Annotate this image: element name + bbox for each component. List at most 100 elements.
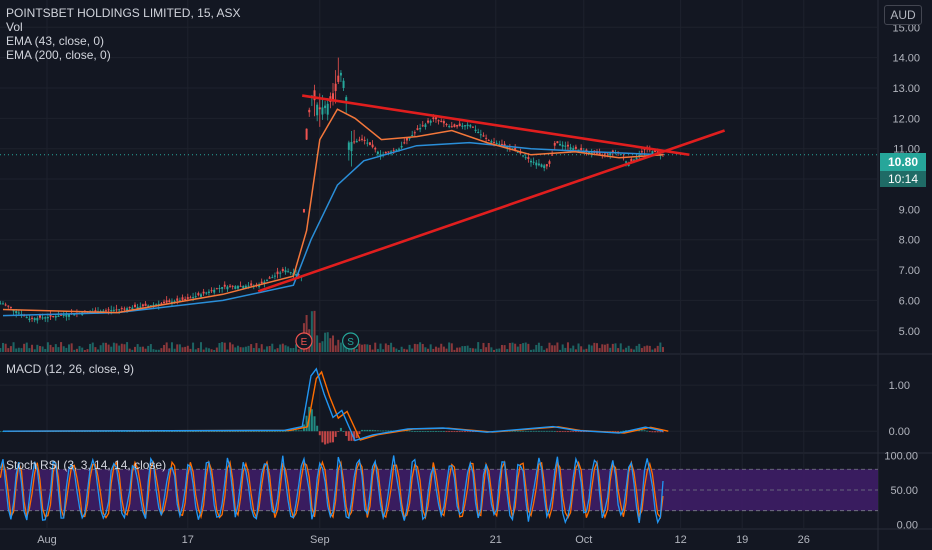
macd-histogram-bar	[205, 431, 208, 433]
volume-bar	[339, 342, 342, 352]
volume-bar	[276, 348, 279, 352]
candle-body	[551, 154, 554, 156]
volume-bar	[569, 348, 572, 352]
macd-histogram-bar	[434, 431, 437, 432]
volume-bar	[590, 345, 593, 352]
macd-histogram-bar	[577, 431, 580, 433]
macd-histogram-bar	[643, 430, 646, 432]
candle-body	[361, 138, 364, 140]
candle-body	[559, 144, 562, 146]
candle-body	[207, 291, 210, 294]
macd-histogram-bar	[181, 431, 184, 433]
currency-button[interactable]: AUD	[884, 5, 922, 25]
volume-bar	[184, 346, 187, 352]
macd-histogram-bar	[551, 430, 554, 432]
candle-body	[186, 297, 189, 299]
volume-bar	[582, 349, 585, 352]
stoch-tick-label: 0.00	[897, 520, 918, 532]
volume-bar	[9, 346, 12, 352]
candle-body	[136, 306, 139, 309]
volume-bar	[580, 346, 583, 352]
vol-legend[interactable]: Vol	[6, 20, 23, 34]
macd-histogram-bar	[305, 415, 308, 432]
macd-histogram-bar	[522, 430, 525, 432]
volume-bar	[215, 347, 218, 352]
macd-histogram-bar	[421, 431, 424, 432]
candle-body	[324, 105, 327, 109]
volume-bar	[295, 344, 298, 352]
volume-bar	[36, 344, 39, 352]
price-axis: Aug 17 Sep 21 Oct 12 19 26 5.00 6.00 7.00 8.00 9.00 1…	[37, 22, 920, 546]
time-tick-label: Oct	[575, 534, 592, 546]
macd-histogram-bar	[532, 430, 535, 432]
stoch-tick-label: 100.00	[884, 450, 918, 462]
ema-fast-legend[interactable]: EMA (43, close, 0)	[6, 34, 105, 48]
volume-bar	[86, 349, 89, 352]
macd-histogram-bar	[625, 430, 628, 432]
volume-bar	[194, 349, 197, 352]
macd-histogram-bar	[318, 431, 321, 436]
stoch-legend[interactable]: Stoch RSI (3, 3, 14, 14, close)	[6, 458, 167, 472]
volume-bar	[268, 346, 271, 352]
symbol-title[interactable]: POINTSBET HOLDINGS LIMITED, 15, ASX	[6, 6, 241, 20]
marker-circle	[342, 332, 360, 350]
volume-bar	[23, 343, 26, 352]
macd-histogram-bar	[218, 431, 221, 433]
volume-bar	[141, 346, 144, 352]
volume-bar	[139, 346, 142, 352]
volume-bar	[78, 346, 81, 352]
candle-body	[556, 141, 559, 144]
stoch-k-line	[0, 455, 664, 525]
candle-body	[371, 144, 374, 148]
candle-body	[273, 275, 276, 277]
macd-histogram-bar	[368, 429, 371, 432]
macd-histogram-bar	[619, 431, 622, 432]
macd-histogram-bar	[295, 430, 298, 432]
candle-body	[36, 317, 39, 321]
volume-bar	[413, 343, 416, 352]
candle-body	[419, 128, 422, 130]
macd-histogram-bar	[519, 430, 522, 432]
macd-histogram-bar	[424, 431, 427, 432]
trendlines[interactable]	[257, 94, 726, 293]
volume-bar	[46, 342, 49, 352]
volume-bar	[252, 347, 255, 352]
volume-bar	[519, 343, 522, 352]
volume-bar	[640, 348, 643, 352]
candle-body	[218, 287, 221, 289]
candle-body	[242, 285, 245, 289]
macd-histogram-bar	[234, 431, 237, 433]
candle-body	[163, 301, 166, 303]
macd-histogram-bar	[580, 431, 583, 433]
volume-bar	[170, 342, 173, 352]
macd-histogram-bar	[656, 431, 659, 433]
candle-body	[643, 148, 646, 150]
candle-body	[516, 151, 519, 153]
macd-histogram-bar	[545, 430, 548, 432]
candle-body	[57, 315, 60, 317]
volume-bar	[648, 345, 651, 352]
volume-bar	[168, 348, 171, 352]
macd-histogram-bar	[361, 429, 364, 432]
macd-histogram-bar	[2, 431, 4, 433]
candle-body	[28, 318, 31, 321]
candle-body	[416, 128, 419, 130]
candle-body	[500, 143, 503, 145]
volume-bar	[218, 343, 221, 352]
marker-circle	[295, 332, 313, 350]
volume-bar	[318, 342, 321, 352]
candle-body	[337, 75, 340, 82]
macd-histogram-bar	[250, 431, 253, 433]
volume-bar	[12, 342, 15, 352]
candle-body	[522, 155, 525, 157]
volume-bar	[231, 344, 234, 352]
candle-body	[429, 120, 432, 123]
volume-bar	[49, 344, 52, 352]
macd-legend[interactable]: MACD (12, 26, close, 9)	[6, 362, 135, 376]
macd-histogram-bar	[284, 431, 287, 432]
volume-bar	[643, 346, 646, 352]
ema-slow-legend[interactable]: EMA (200, close, 0)	[6, 48, 111, 62]
